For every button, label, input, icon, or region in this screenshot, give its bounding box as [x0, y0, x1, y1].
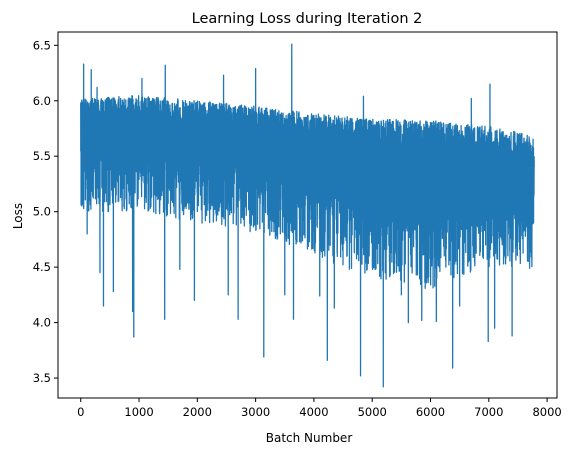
x-tick-label: 7000 [474, 405, 503, 419]
x-tick-label: 8000 [532, 405, 561, 419]
y-tick-label: 5.0 [33, 205, 51, 219]
y-tick-label: 4.5 [33, 260, 51, 274]
x-tick-label: 6000 [416, 405, 445, 419]
y-tick-label: 6.5 [33, 38, 51, 52]
x-axis: 0 1000 2000 3000 4000 5000 6000 7000 8000 [77, 398, 562, 419]
y-axis-label: Loss [11, 203, 25, 229]
plot-area [57, 31, 558, 399]
y-tick-label: 4.0 [33, 316, 51, 330]
x-tick-label: 3000 [241, 405, 270, 419]
x-tick-label: 0 [77, 405, 84, 419]
y-tick-label: 5.5 [33, 149, 51, 163]
y-tick-label: 3.5 [33, 371, 51, 385]
loss-series-line [80, 43, 535, 388]
x-tick-label: 5000 [358, 405, 387, 419]
y-axis: 3.5 4.0 4.5 5.0 5.5 6.0 6.5 [33, 38, 58, 385]
plot-frame [57, 31, 558, 399]
x-tick-label: 1000 [124, 405, 153, 419]
x-tick-label: 2000 [183, 405, 212, 419]
x-tick-label: 4000 [299, 405, 328, 419]
x-axis-label: Batch Number [266, 431, 353, 445]
y-tick-label: 6.0 [33, 94, 51, 108]
chart-title: Learning Loss during Iteration 2 [192, 11, 423, 27]
